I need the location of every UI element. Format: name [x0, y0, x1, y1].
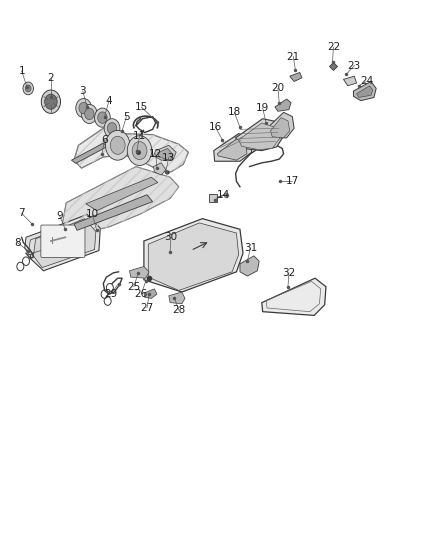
Polygon shape [353, 82, 376, 101]
Text: 4: 4 [106, 95, 112, 106]
Circle shape [98, 112, 107, 124]
Polygon shape [262, 278, 326, 316]
Text: 12: 12 [149, 149, 162, 159]
Text: 27: 27 [140, 303, 154, 313]
Polygon shape [217, 139, 247, 160]
Polygon shape [236, 119, 285, 151]
Text: 22: 22 [327, 43, 340, 52]
Polygon shape [290, 72, 302, 82]
Polygon shape [71, 143, 108, 164]
Circle shape [132, 142, 147, 160]
Polygon shape [144, 219, 243, 292]
Polygon shape [130, 266, 149, 278]
Polygon shape [33, 219, 96, 268]
Text: 19: 19 [256, 103, 269, 113]
Text: 11: 11 [133, 131, 146, 141]
Polygon shape [158, 149, 173, 160]
Text: 15: 15 [134, 102, 148, 112]
Circle shape [81, 104, 97, 124]
FancyBboxPatch shape [41, 225, 85, 257]
Text: 29: 29 [104, 289, 117, 299]
Circle shape [76, 99, 92, 118]
Text: 2: 2 [48, 73, 54, 83]
Polygon shape [267, 112, 294, 138]
Circle shape [25, 85, 31, 92]
Text: 26: 26 [134, 289, 148, 299]
Circle shape [110, 136, 125, 155]
Polygon shape [25, 229, 52, 255]
Polygon shape [343, 76, 357, 86]
Polygon shape [144, 289, 157, 298]
Text: 31: 31 [244, 243, 257, 253]
Polygon shape [239, 123, 280, 150]
Text: 6: 6 [101, 135, 108, 145]
Text: 3: 3 [79, 86, 86, 96]
Text: 30: 30 [164, 232, 177, 243]
Text: 16: 16 [209, 122, 222, 132]
Text: 14: 14 [217, 190, 230, 200]
Polygon shape [153, 163, 166, 175]
Polygon shape [62, 166, 179, 236]
Polygon shape [271, 118, 290, 138]
Polygon shape [86, 177, 158, 211]
Polygon shape [74, 195, 152, 230]
Circle shape [85, 108, 94, 120]
Text: 32: 32 [282, 268, 296, 278]
Text: 18: 18 [228, 107, 241, 117]
Polygon shape [357, 86, 373, 98]
Circle shape [107, 123, 117, 134]
Circle shape [23, 82, 33, 95]
Circle shape [104, 119, 120, 138]
Text: 10: 10 [86, 209, 99, 220]
Text: 1: 1 [18, 66, 25, 76]
Polygon shape [275, 99, 291, 111]
Text: 25: 25 [127, 282, 141, 292]
Polygon shape [214, 134, 252, 161]
Text: 5: 5 [123, 111, 130, 122]
Text: 9: 9 [57, 211, 63, 221]
Circle shape [95, 108, 110, 127]
Circle shape [106, 131, 130, 160]
Text: 23: 23 [348, 61, 361, 70]
Polygon shape [153, 146, 176, 160]
Text: 28: 28 [172, 305, 185, 315]
Polygon shape [74, 128, 188, 172]
Text: 21: 21 [286, 52, 300, 61]
Polygon shape [240, 256, 259, 276]
Circle shape [127, 136, 152, 165]
Circle shape [41, 90, 60, 114]
Text: 20: 20 [272, 83, 285, 93]
Polygon shape [169, 292, 185, 304]
Polygon shape [148, 223, 239, 290]
Text: 17: 17 [286, 176, 299, 187]
Circle shape [45, 94, 57, 109]
Circle shape [79, 102, 88, 114]
Bar [209, 194, 217, 201]
Text: 13: 13 [162, 152, 175, 163]
Polygon shape [30, 214, 100, 271]
Text: 7: 7 [18, 208, 25, 219]
Text: 8: 8 [14, 238, 21, 247]
Text: 24: 24 [360, 77, 373, 86]
